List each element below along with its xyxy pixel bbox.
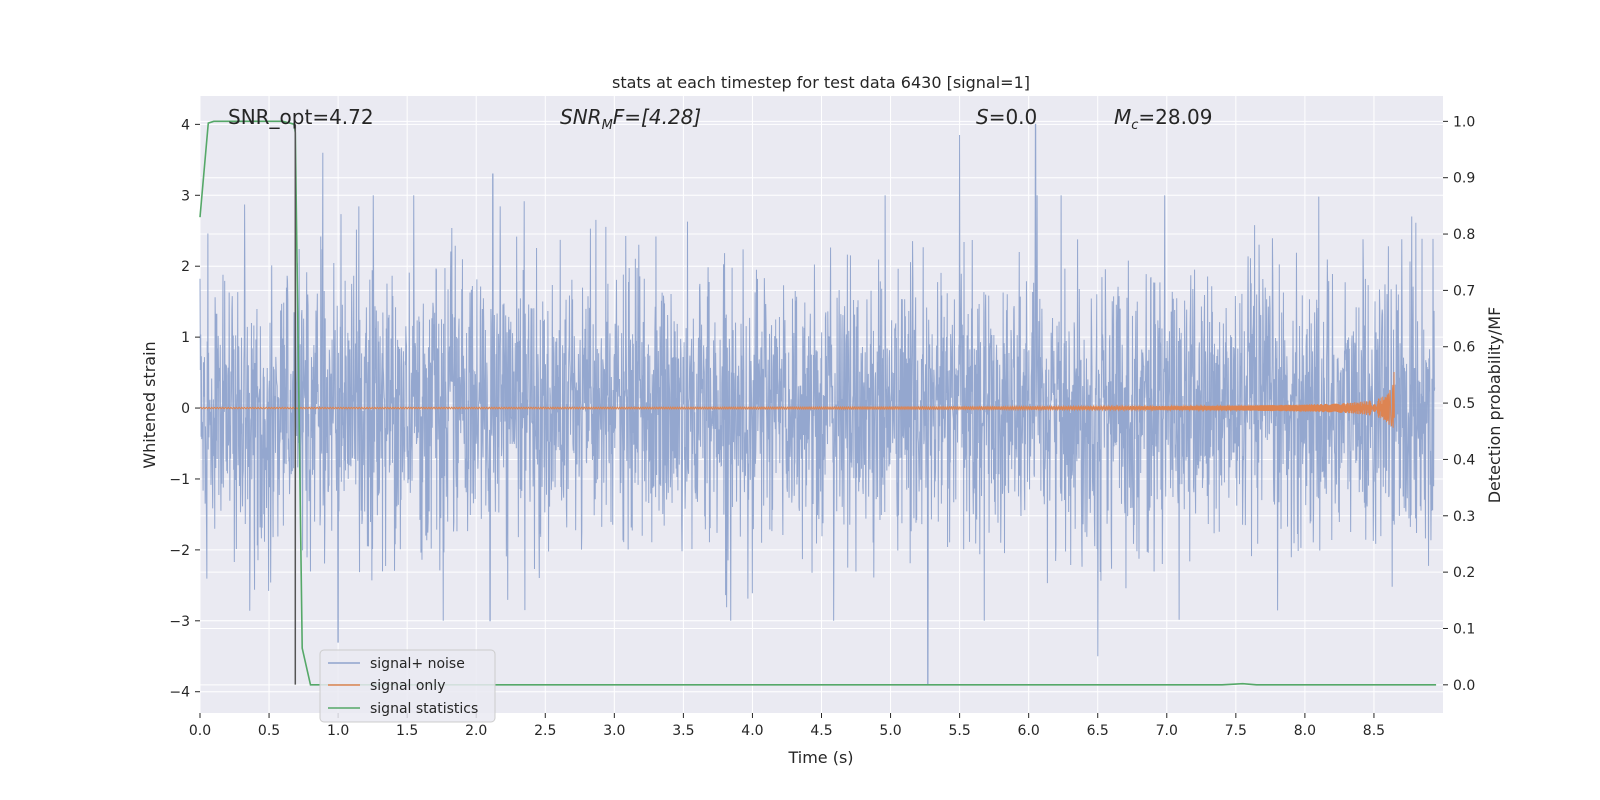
y-left-tick-label: −2 xyxy=(169,543,190,559)
x-tick-label: 6.0 xyxy=(1018,723,1040,739)
y-right-tick-label: 0.5 xyxy=(1453,396,1475,412)
signal-statistics-series xyxy=(199,120,1437,686)
y-left-tick-label: 2 xyxy=(181,259,190,275)
y-right-tick-label: 0.4 xyxy=(1453,452,1475,468)
x-tick-label: 7.0 xyxy=(1156,723,1178,739)
legend-label-noise: signal+ noise xyxy=(370,656,465,672)
x-tick-label: 1.0 xyxy=(327,723,349,739)
mc-value: =28.09 xyxy=(1138,105,1212,129)
y-right-tick-label: 0.7 xyxy=(1453,283,1475,299)
x-tick-label: 7.5 xyxy=(1225,723,1247,739)
x-tick-label: 6.5 xyxy=(1087,723,1109,739)
signal-noise-series xyxy=(199,123,1436,686)
y-right-tick-label: 0.3 xyxy=(1453,509,1475,525)
y-axis-right-ticks: 0.0 0.1 0.2 0.3 0.4 0.5 0.6 0.7 0.8 0.9 1.0 xyxy=(1443,114,1475,694)
snr-mf-symbol: SNR xyxy=(560,105,602,129)
legend-box xyxy=(319,649,496,723)
chart-title: stats at each timestep for test data 643… xyxy=(612,73,1030,92)
x-tick-label: 3.5 xyxy=(672,723,694,739)
x-tick-label: 0.5 xyxy=(258,723,280,739)
s-symbol: S xyxy=(976,105,989,129)
x-tick-label: 8.5 xyxy=(1363,723,1385,739)
x-tick-label: 4.5 xyxy=(810,723,832,739)
y-right-tick-label: 0.2 xyxy=(1453,565,1475,581)
x-tick-label: 5.0 xyxy=(879,723,901,739)
y-axis-left-ticks: −4 −3 −2 −1 0 1 2 3 4 xyxy=(169,117,200,701)
y-left-tick-label: −3 xyxy=(169,614,190,630)
y-left-tick-label: −1 xyxy=(169,472,190,488)
y-right-tick-label: 0.6 xyxy=(1453,340,1475,356)
snr-mf-subscript: M xyxy=(602,118,613,133)
s-value: =0.0 xyxy=(989,105,1038,129)
s-annotation: S=0.0 xyxy=(976,105,1037,129)
y-right-tick-label: 0.0 xyxy=(1453,678,1475,694)
y-axis-right-label: Detection probability/MF xyxy=(1485,307,1504,504)
x-tick-label: 5.5 xyxy=(948,723,970,739)
mc-subscript: c xyxy=(1131,118,1138,133)
snr-mf-value: F=[4.28] xyxy=(613,105,701,129)
x-tick-label: 1.5 xyxy=(396,723,418,739)
chirp-trace xyxy=(199,372,1395,428)
y-left-tick-label: 3 xyxy=(181,188,190,204)
y-right-tick-label: 0.8 xyxy=(1453,227,1475,243)
y-left-tick-label: −4 xyxy=(169,685,190,701)
mc-annotation: Mc=28.09 xyxy=(1114,105,1212,133)
x-axis-label: Time (s) xyxy=(787,748,853,767)
x-tick-label: 0.0 xyxy=(189,723,211,739)
snr-mf-annotation: SNRMF=[4.28] xyxy=(560,105,701,133)
x-tick-label: 4.0 xyxy=(741,723,763,739)
x-tick-label: 2.5 xyxy=(534,723,556,739)
x-tick-label: 3.0 xyxy=(603,723,625,739)
signal-only-series xyxy=(199,372,1395,428)
mc-symbol: M xyxy=(1114,105,1131,129)
legend-label-stats: signal statistics xyxy=(370,701,478,717)
x-tick-label: 2.0 xyxy=(465,723,487,739)
y-left-tick-label: 0 xyxy=(181,401,190,417)
y-right-tick-label: 1.0 xyxy=(1453,114,1475,130)
y-right-tick-label: 0.9 xyxy=(1453,171,1475,187)
y-left-tick-label: 4 xyxy=(181,117,190,133)
noise-trace xyxy=(199,123,1436,686)
legend-label-signal: signal only xyxy=(370,678,445,694)
statistics-trace xyxy=(199,120,1437,686)
x-axis-ticks: 0.0 0.5 1.0 1.5 2.0 2.5 3.0 3.5 4.0 4.5 5.0 5.5 6.0 6… xyxy=(189,713,1385,739)
y-left-tick-label: 1 xyxy=(181,330,190,346)
x-tick-label: 8.0 xyxy=(1294,723,1316,739)
snr-opt-annotation: SNR_opt=4.72 xyxy=(228,105,374,129)
legend: signal+ noise signal only signal statist… xyxy=(319,649,496,723)
y-axis-left-label: Whitened strain xyxy=(140,341,159,468)
y-right-tick-label: 0.1 xyxy=(1453,621,1475,637)
